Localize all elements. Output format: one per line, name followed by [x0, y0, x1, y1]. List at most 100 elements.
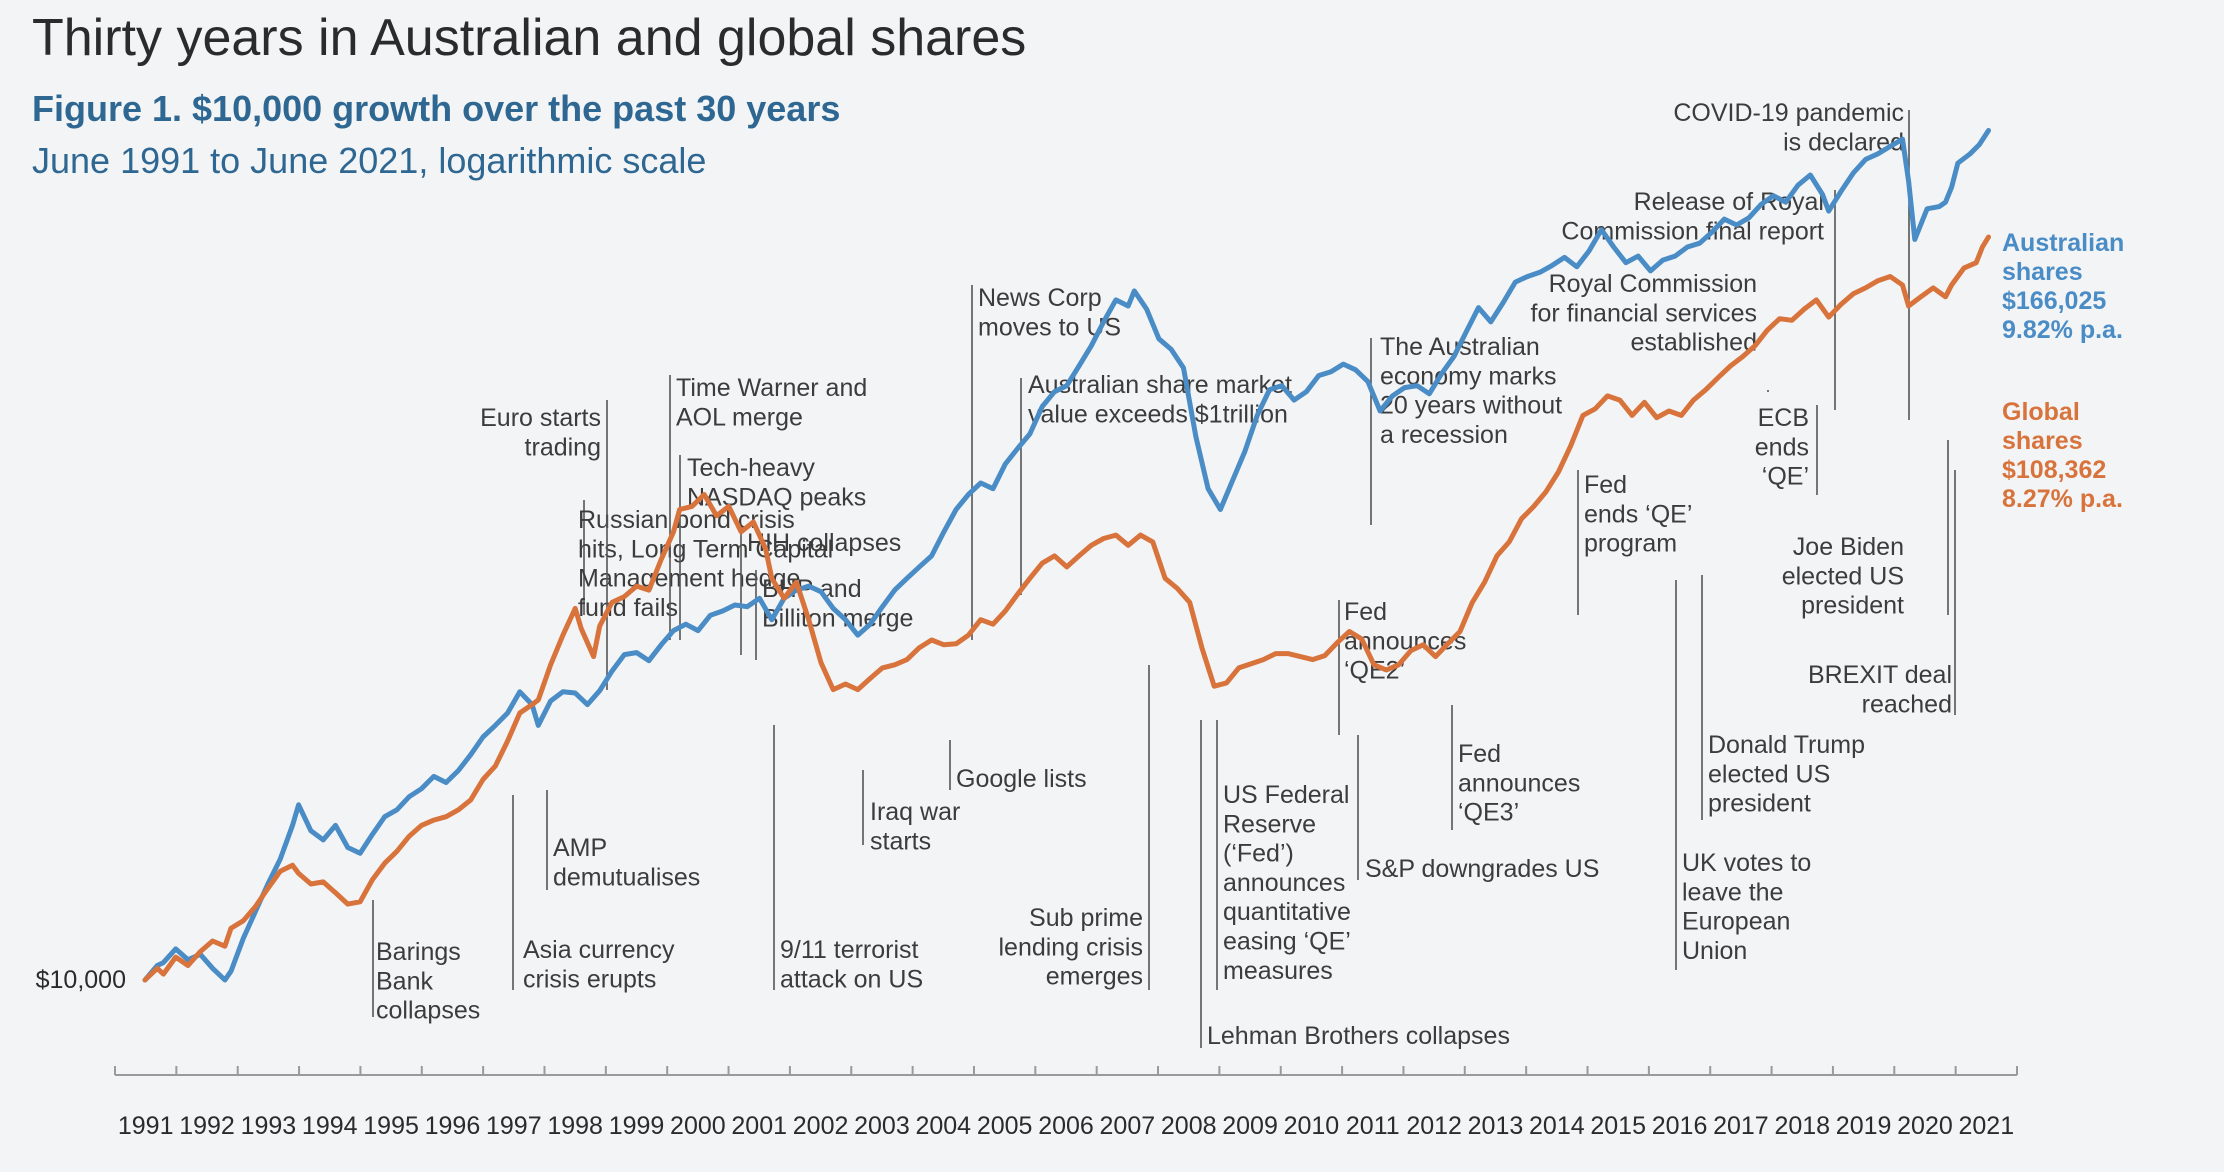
annotation-line: Euro starts	[480, 404, 601, 432]
annotation-line: elected US	[1782, 562, 1904, 590]
annotation-line: starts	[870, 827, 931, 855]
annotation-line: established	[1631, 329, 1757, 357]
annotation-text: Barings Bank collapses	[376, 938, 480, 1025]
australian-shares-line	[142, 128, 1991, 983]
x-tick-label: 2008	[1161, 1112, 1217, 1140]
x-tick-label: 2001	[731, 1112, 787, 1140]
x-tick-label: 2013	[1468, 1112, 1524, 1140]
annotation-text: Euro starts trading	[480, 404, 601, 461]
annotation-line: fund fails	[578, 594, 678, 622]
annotation-line: ends ‘QE’	[1584, 500, 1692, 528]
series-label-line: 8.27% p.a.	[2002, 485, 2123, 513]
x-axis: 1991 1992 1993 1994 1995 1996 1997 1998 1999 2000…	[36, 966, 2018, 1140]
annotation-line: Reserve	[1223, 810, 1316, 838]
start-value-label: $10,000	[36, 966, 126, 994]
annotation-text: Release of Royal Commission final report	[1561, 188, 1824, 245]
annotation-line: Fed	[1344, 598, 1387, 626]
annotation-line: Asia currency	[523, 936, 675, 964]
annotation-text: Fed ends ‘QE’ program	[1584, 471, 1692, 558]
x-tick-label: 2015	[1590, 1112, 1646, 1140]
annotation-line: Google lists	[956, 765, 1087, 793]
annotation-line: emerges	[1046, 963, 1143, 991]
x-tick-label: 2006	[1038, 1112, 1094, 1140]
annotation-line: president	[1708, 790, 1811, 818]
annotation-line: Tech-heavy	[687, 454, 815, 482]
annotation-text: Fed announces ‘QE2’	[1344, 598, 1466, 685]
annotation-line: Fed	[1584, 471, 1627, 499]
annotation-line: collapses	[376, 997, 480, 1025]
annotation-line: program	[1584, 530, 1677, 558]
x-tick-label: 1996	[425, 1112, 481, 1140]
x-tick-label: 2003	[854, 1112, 910, 1140]
australian-shares-label: Australian shares $166,025 9.82% p.a.	[2002, 229, 2124, 344]
annotation-text: Lehman Brothers collapses	[1207, 1022, 1510, 1050]
annotation-text: The Australian economy marks 20 years with…	[1380, 333, 1562, 449]
x-tick-label: 1991	[118, 1112, 174, 1140]
x-tick-label: 2007	[1100, 1112, 1156, 1140]
annotation-line: Management hedge	[578, 565, 800, 593]
x-tick-label: 1998	[547, 1112, 603, 1140]
x-tick-label: 2020	[1897, 1112, 1953, 1140]
annotation-line: hits, Long Term Capital	[578, 535, 833, 563]
annotation-line: Time Warner and	[676, 374, 867, 402]
annotation-text: US Federal Reserve (‘Fed’) announces quantit…	[1223, 781, 1351, 985]
x-tick-label: 1997	[486, 1112, 542, 1140]
annotation-text: Australian share market value exceeds $1t…	[1028, 371, 1292, 428]
x-tick-label: 1999	[609, 1112, 665, 1140]
annotation-line: ‘QE3’	[1458, 799, 1519, 827]
x-tick-label: 2014	[1529, 1112, 1585, 1140]
annotation-line: lending crisis	[998, 933, 1143, 961]
series-layer	[142, 128, 1991, 983]
annotation-line: for financial services	[1531, 299, 1757, 327]
x-tick-label: 2012	[1406, 1112, 1462, 1140]
page-title: Thirty years in Australian and global sh…	[32, 9, 1027, 67]
annotation-line: Union	[1682, 937, 1747, 965]
annotation-line: Lehman Brothers collapses	[1207, 1022, 1510, 1050]
annotation-text: News Corp moves to US	[978, 284, 1121, 341]
annotation-text: 9/11 terrorist attack on US	[780, 936, 923, 993]
annotation-line: US Federal	[1223, 781, 1349, 809]
x-tick-label: 1994	[302, 1112, 358, 1140]
figure-title: Figure 1. $10,000 growth over the past 3…	[32, 88, 841, 129]
annotation-line: NASDAQ peaks	[687, 483, 866, 511]
annotation-line: reached	[1862, 690, 1952, 718]
annotation-line: a recession	[1380, 421, 1508, 449]
x-tick-label: 2002	[793, 1112, 849, 1140]
annotation-line: Bank	[376, 967, 433, 995]
x-tick-label: 2011	[1346, 1112, 1400, 1140]
global-shares-line	[142, 234, 1991, 983]
annotation-line: ECB	[1758, 404, 1809, 432]
annotation-line: Joe Biden	[1793, 533, 1904, 561]
annotation-line: Sub prime	[1029, 904, 1143, 932]
annotation-line: News Corp	[978, 284, 1102, 312]
annotation-line: European	[1682, 908, 1790, 936]
annotation-text: Tech-heavy NASDAQ peaks	[687, 454, 866, 511]
annotation-text: AMP demutualises	[553, 834, 700, 891]
x-tick-label: 2017	[1713, 1112, 1769, 1140]
annotation-text: ECB ends ‘QE’	[1755, 404, 1809, 491]
annotation-line: quantitative	[1223, 898, 1351, 926]
x-tick-label: 2016	[1652, 1112, 1708, 1140]
annotation-line: value exceeds $1trillion	[1028, 400, 1288, 428]
x-tick-label: 2005	[977, 1112, 1033, 1140]
x-tick-label: 2021	[1959, 1112, 2015, 1140]
annotation-line: S&P downgrades US	[1365, 855, 1599, 883]
x-tick-label: 1993	[241, 1112, 297, 1140]
annotation-text: Iraq war starts	[870, 798, 960, 855]
annotation-text: Sub prime lending crisis emerges	[998, 904, 1143, 991]
annotation-line: COVID-19 pandemic	[1673, 99, 1904, 127]
annotation-text: Joe Biden elected US president	[1782, 533, 1904, 620]
series-label-line: 9.82% p.a.	[2002, 316, 2123, 344]
annotation-line: Royal Commission	[1549, 270, 1757, 298]
annotation-line: president	[1801, 592, 1904, 620]
annotation-text: Royal Commission for financial services es…	[1531, 270, 1757, 357]
annotation-line: announces	[1223, 869, 1345, 897]
annotation-line: trading	[525, 433, 601, 461]
x-tick-label: 2004	[915, 1112, 971, 1140]
annotation-line: announces	[1458, 769, 1580, 797]
annotation-line: UK votes to	[1682, 849, 1811, 877]
annotation-line: ‘QE’	[1762, 463, 1809, 491]
series-label-line: shares	[2002, 258, 2083, 286]
annotation-text: UK votes to leave the European Union	[1682, 849, 1811, 965]
